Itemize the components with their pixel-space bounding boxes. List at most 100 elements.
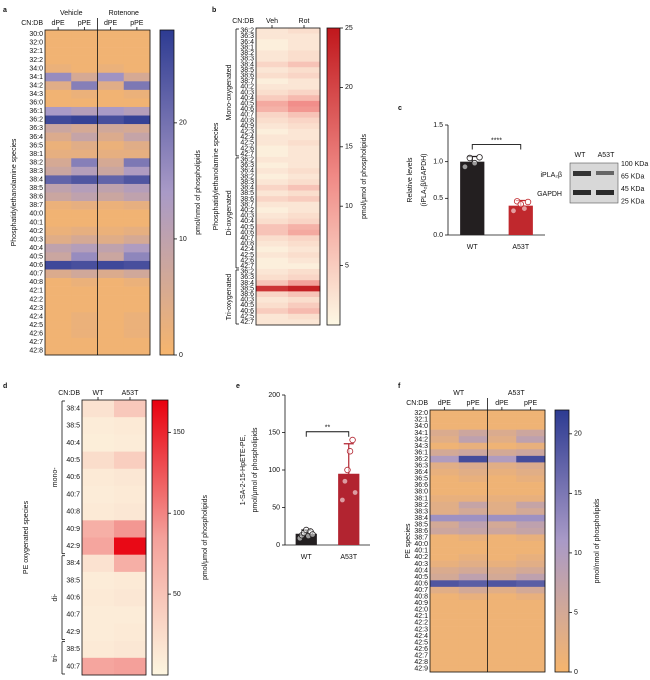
heatmap-cell: [458, 573, 488, 581]
row-label: 36:3: [240, 162, 254, 169]
heatmap-cell: [97, 346, 125, 356]
heatmap-cell: [458, 521, 488, 529]
heatmap-cell: [487, 665, 517, 673]
x-tick-label: A53T: [512, 244, 529, 251]
heatmap-cell: [516, 554, 546, 561]
heatmap-cell: [288, 252, 321, 259]
row-label: 40:6: [66, 474, 80, 481]
heatmap-cell: [487, 423, 517, 430]
row-label: 38:2: [414, 502, 428, 509]
colorbar-label: pmol/nmol of phospholipids: [195, 150, 202, 235]
heatmap-cell: [256, 84, 289, 90]
heatmap-cell: [458, 658, 488, 666]
colorbar: [151, 399, 169, 676]
heatmap-cell: [82, 554, 115, 573]
heatmap-cell: [256, 162, 289, 169]
heatmap-cell: [45, 218, 72, 228]
row-label: 42:8: [414, 659, 428, 666]
row-label: 40:2: [240, 84, 254, 91]
heatmap-cell: [71, 141, 98, 151]
heatmap-cell: [288, 235, 321, 242]
significance-bracket: [305, 431, 350, 437]
heatmap-cell: [97, 89, 125, 99]
row-label: 30:0: [29, 31, 43, 38]
heatmap-cell: [256, 39, 289, 46]
column-label: dPE: [495, 400, 509, 407]
row-label: 42:9: [66, 629, 80, 636]
heatmap-cell: [458, 632, 488, 640]
heatmap-cell: [288, 95, 321, 102]
heatmap-cell: [71, 115, 98, 125]
y-title: PE species: [405, 523, 412, 559]
heatmap-cell: [71, 269, 98, 279]
panel-letter: c: [398, 105, 402, 112]
row-label: 36:3: [240, 33, 254, 40]
heatmap-cell: [430, 462, 460, 470]
heatmap-cell: [82, 451, 115, 470]
heatmap-cell: [458, 449, 488, 457]
heatmap-cell: [256, 218, 289, 225]
heatmap-cell: [430, 514, 460, 522]
blot-marker: 25 KDa: [621, 198, 644, 205]
y-title: Phosphatidylethanolamine species: [213, 122, 220, 230]
heatmap-cell: [487, 495, 517, 502]
row-label: 34:1: [29, 74, 43, 81]
heatmap-cell: [82, 485, 115, 504]
heatmap-cell: [82, 468, 115, 487]
row-label: 38:1: [29, 151, 43, 158]
heatmap-cell: [45, 243, 72, 253]
row-label: 38:7: [414, 535, 428, 542]
heatmap-cell: [516, 416, 546, 424]
heatmap-cell: [97, 183, 125, 193]
heatmap-cell: [458, 534, 488, 542]
panel-letter: f: [398, 383, 401, 390]
heatmap-cell: [97, 312, 125, 322]
heatmap-cell: [256, 302, 289, 309]
heatmap-cell: [487, 410, 517, 417]
row-label: 40:6: [240, 229, 254, 236]
row-label: 42:2: [414, 620, 428, 627]
heatmap-cell: [97, 252, 125, 262]
row-label: 40:6: [414, 580, 428, 587]
row-label: 42:5: [240, 252, 254, 259]
heatmap-cell: [430, 416, 460, 424]
row-label: 38:2: [240, 50, 254, 57]
row-label: 40:7: [66, 612, 80, 619]
heatmap-cell: [288, 268, 321, 275]
heatmap-cell: [288, 84, 321, 90]
heatmap-cell: [458, 541, 488, 548]
heatmap-cell: [256, 56, 289, 62]
heatmap-cell: [516, 514, 546, 522]
heatmap-cell: [45, 47, 72, 56]
row-label: 42:1: [29, 288, 43, 295]
heatmap-cell: [97, 337, 125, 347]
heatmap-cell: [430, 501, 460, 509]
y-label: 1-SA-2-15-HpETE-PE,: [240, 435, 247, 505]
heatmap-cell: [97, 320, 125, 330]
x-tick-label: A53T: [340, 554, 357, 561]
heatmap-cell: [516, 567, 546, 575]
column-label: A53T: [122, 390, 139, 397]
heatmap-cell: [487, 599, 517, 607]
heatmap-cell: [114, 640, 147, 659]
heatmap-cell: [45, 98, 72, 108]
heatmap-cell: [45, 141, 72, 151]
row-label: 40:2: [414, 554, 428, 561]
heatmap-cell: [487, 482, 517, 489]
row-label: 40:3: [240, 213, 254, 220]
heatmap-cell: [256, 313, 289, 320]
heatmap-cell: [430, 554, 460, 561]
heatmap-cell: [256, 207, 289, 214]
column-label: Veh: [266, 18, 278, 25]
row-label: 36:4: [414, 469, 428, 476]
data-point: [344, 466, 351, 474]
heatmap-cell: [71, 47, 98, 56]
heatmap-cell: [114, 589, 147, 607]
blot-marker: 100 KDa: [621, 161, 648, 168]
heatmap-cell: [71, 72, 98, 82]
heatmap-cell: [288, 128, 321, 135]
heatmap-cell: [256, 196, 289, 203]
heatmap-cell: [71, 158, 98, 168]
data-point: [521, 205, 528, 212]
heatmap-cell: [71, 201, 98, 210]
